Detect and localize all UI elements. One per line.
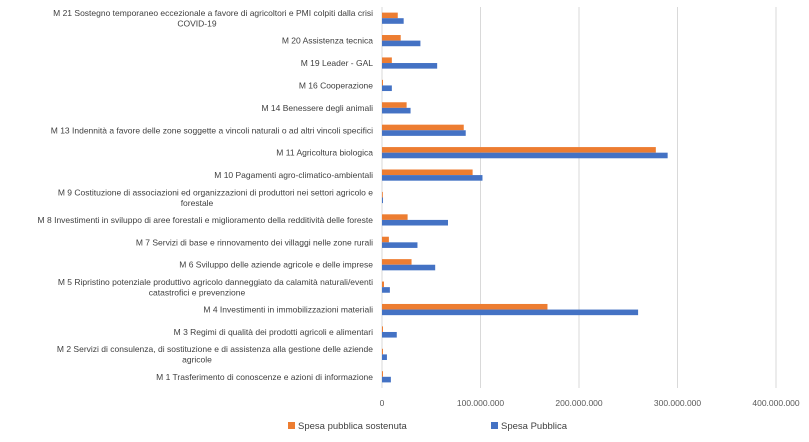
bar-sostenuta: [382, 191, 383, 198]
bar-sostenuta: [382, 35, 401, 41]
bar-pubblica: [382, 287, 390, 293]
bar-pubblica: [382, 85, 392, 92]
category-labels: M 21 Sostegno temporaneo eccezionale a f…: [38, 8, 374, 382]
bar-sostenuta: [382, 124, 464, 131]
bar-pubblica: [382, 264, 436, 271]
bar-pubblica: [382, 242, 418, 248]
legend-swatch: [491, 422, 498, 429]
category-label: M 8 Investimenti in sviluppo di aree for…: [38, 215, 374, 225]
bar-pubblica: [382, 63, 438, 69]
x-tick-label: 300.000.000: [654, 398, 702, 408]
category-label: M 19 Leader - GAL: [301, 58, 374, 68]
bar-pubblica: [382, 130, 466, 136]
bar-pubblica: [382, 107, 411, 114]
category-label: M 21 Sostegno temporaneo eccezionale a f…: [53, 8, 373, 18]
category-label: M 7 Servizi di base e rinnovamento dei v…: [136, 237, 373, 247]
bar-sostenuta: [382, 281, 384, 288]
bar-pubblica: [382, 219, 448, 226]
bar-pubblica: [382, 331, 397, 338]
bar-pubblica: [382, 40, 421, 47]
bar-sostenuta: [382, 79, 383, 86]
category-label: agricole: [182, 355, 212, 365]
bar-pubblica: [382, 18, 404, 24]
category-label: M 13 Indennità a favore delle zone sogge…: [51, 125, 373, 135]
category-label: M 10 Pagamenti agro-climatico-ambientali: [214, 170, 373, 180]
legend-label: Spesa Pubblica: [501, 421, 568, 432]
category-label: M 2 Servizi di consulenza, di sostituzio…: [57, 344, 373, 354]
bar-sostenuta: [382, 147, 656, 153]
category-label: M 20 Assistenza tecnica: [282, 36, 373, 46]
bar-sostenuta: [382, 12, 398, 19]
bar-sostenuta: [382, 348, 383, 355]
bar-pubblica: [382, 152, 668, 159]
x-tick-label: 100.000.000: [457, 398, 505, 408]
bar-pubblica: [382, 175, 483, 181]
bar-pubblica: [382, 376, 391, 383]
bar-sostenuta: [382, 57, 392, 64]
legend-swatch: [288, 422, 295, 429]
x-axis-tick-labels: 0 100.000.000 200.000.000 300.000.000 400.00…: [380, 398, 800, 408]
category-label: forestale: [181, 198, 214, 208]
x-tick-label: 200.000.000: [555, 398, 603, 408]
category-label: M 9 Costituzione di associazioni ed orga…: [58, 187, 373, 197]
bar-pubblica: [382, 309, 639, 316]
category-label: M 5 Ripristino potenziale produttivo agr…: [58, 277, 373, 287]
bar-sostenuta: [382, 326, 383, 332]
bar-sostenuta: [382, 169, 473, 176]
bar-sostenuta: [382, 236, 389, 243]
x-tick-label: 0: [380, 398, 385, 408]
legend-label: Spesa pubblica sostenuta: [298, 421, 408, 432]
bar-sostenuta: [382, 303, 548, 310]
category-label: COVID-19: [177, 18, 216, 28]
legend: Spesa pubblica sostenuta Spesa Pubblica: [288, 421, 568, 432]
category-label: M 11 Agricoltura biologica: [276, 148, 373, 158]
category-label: M 14 Benessere degli animali: [261, 103, 373, 113]
bar-sostenuta: [382, 214, 408, 220]
bars: [382, 12, 668, 383]
category-label: M 4 Investimenti in immobilizzazioni mat…: [203, 305, 373, 315]
x-tick-label: 400.000.000: [752, 398, 800, 408]
bar-sostenuta: [382, 259, 412, 265]
category-label: M 16 Cooperazione: [299, 80, 373, 90]
bar-sostenuta: [382, 371, 383, 377]
bar-pubblica: [382, 197, 383, 204]
category-label: M 6 Sviluppo delle aziende agricole e de…: [179, 260, 373, 270]
bar-sostenuta: [382, 102, 407, 108]
category-label: M 1 Trasferimento di conoscenze e azioni…: [156, 372, 373, 382]
category-label: catastrofici e prevenzione: [149, 287, 246, 297]
category-label: M 3 Regimi di qualità dei prodotti agric…: [174, 327, 373, 337]
bar-pubblica: [382, 354, 387, 360]
gridlines: [381, 7, 777, 388]
